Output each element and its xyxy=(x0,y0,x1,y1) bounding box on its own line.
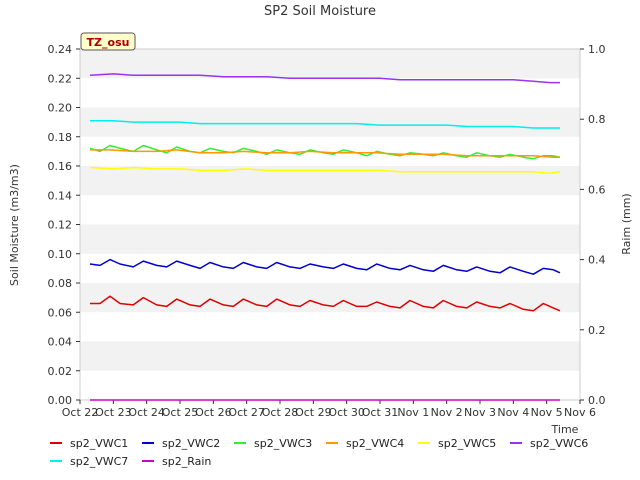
x-tick-label: Oct 27 xyxy=(228,406,265,419)
x-tick-label: Oct 25 xyxy=(162,406,199,419)
x-tick-label: Oct 24 xyxy=(128,406,165,419)
legend-swatch-sp2-vwc7 xyxy=(50,460,62,462)
legend: sp2_VWC1 sp2_VWC2 sp2_VWC3 sp2_VWC4 sp2_… xyxy=(50,434,630,470)
legend-row-1: sp2_VWC1 sp2_VWC2 sp2_VWC3 sp2_VWC4 sp2_… xyxy=(50,434,630,452)
x-tick-label: Nov 5 xyxy=(531,406,563,419)
y-tick-label: 0.06 xyxy=(48,306,73,319)
legend-item-sp2-vwc1: sp2_VWC1 xyxy=(50,434,128,452)
y2-tick-label: 0.6 xyxy=(588,183,606,196)
y2-tick-label: 0.4 xyxy=(588,254,606,267)
legend-swatch-sp2-vwc6 xyxy=(510,442,522,444)
y-tick-label: 0.18 xyxy=(48,131,73,144)
grid-band xyxy=(80,78,580,108)
y2-tick-label: 1.0 xyxy=(588,43,606,56)
legend-label-sp2-vwc3: sp2_VWC3 xyxy=(254,436,313,450)
legend-swatch-sp2-vwc5 xyxy=(418,442,430,444)
x-tick-label: Nov 4 xyxy=(497,406,529,419)
y2-tick-label: 0.8 xyxy=(588,113,606,126)
y-tick-label: 0.24 xyxy=(48,43,73,56)
y-tick-label: 0.14 xyxy=(48,189,73,202)
legend-row-2: sp2_VWC7 sp2_Rain xyxy=(50,452,630,470)
series-line-sp2-vwc6 xyxy=(89,73,560,84)
grid-band xyxy=(80,224,580,254)
legend-label-sp2-vwc6: sp2_VWC6 xyxy=(530,436,589,450)
x-tick-label: Oct 30 xyxy=(328,406,365,419)
y-tick-label: 0.20 xyxy=(48,102,73,115)
legend-swatch-sp2-vwc4 xyxy=(326,442,338,444)
legend-item-sp2-rain: sp2_Rain xyxy=(142,452,211,470)
chart-title: SP2 Soil Moisture xyxy=(264,4,376,19)
grid-band xyxy=(80,312,580,342)
x-tick-label: Nov 3 xyxy=(464,406,496,419)
legend-label-sp2-rain: sp2_Rain xyxy=(162,454,212,468)
legend-item-sp2-vwc7: sp2_VWC7 xyxy=(50,452,128,470)
grid-band xyxy=(80,49,580,79)
legend-label-sp2-vwc2: sp2_VWC2 xyxy=(162,436,221,450)
legend-swatch-sp2-vwc1 xyxy=(50,442,62,444)
y2-axis-label: Raim (mm) xyxy=(620,193,633,254)
grid-band xyxy=(80,283,580,313)
legend-swatch-sp2-vwc3 xyxy=(234,442,246,444)
x-tick-label: Oct 22 xyxy=(62,406,99,419)
x-tick-label: Oct 29 xyxy=(295,406,332,419)
x-tick-label: Nov 2 xyxy=(431,406,463,419)
x-tick-label: Oct 28 xyxy=(262,406,299,419)
grid-band xyxy=(80,195,580,225)
series-line-sp2-vwc2 xyxy=(89,258,561,275)
legend-label-sp2-vwc7: sp2_VWC7 xyxy=(70,454,129,468)
y-tick-label: 0.12 xyxy=(48,219,73,232)
series-line-sp2-vwc1 xyxy=(90,295,561,312)
y2-tick-label: 0.2 xyxy=(588,324,606,337)
legend-swatch-sp2-vwc2 xyxy=(142,442,154,444)
legend-label-sp2-vwc5: sp2_VWC5 xyxy=(438,436,497,450)
x-tick-label: Oct 31 xyxy=(362,406,399,419)
badge-label: TZ_osu xyxy=(87,36,130,49)
legend-label-sp2-vwc4: sp2_VWC4 xyxy=(346,436,405,450)
grid-band xyxy=(80,370,580,400)
y2-tick-label: 0.0 xyxy=(588,394,606,407)
badge-box xyxy=(80,32,136,51)
y-tick-label: 0.22 xyxy=(48,72,73,85)
y-tick-label: 0.16 xyxy=(48,160,73,173)
legend-item-sp2-vwc5: sp2_VWC5 xyxy=(418,434,496,452)
legend-item-sp2-vwc6: sp2_VWC6 xyxy=(510,434,588,452)
series-line-sp2-vwc4 xyxy=(90,149,560,158)
legend-item-sp2-vwc2: sp2_VWC2 xyxy=(142,434,220,452)
y-tick-label: 0.08 xyxy=(48,277,73,290)
x-tick-label: Oct 26 xyxy=(195,406,232,419)
y-tick-label: 0.10 xyxy=(48,248,73,261)
legend-item-sp2-vwc3: sp2_VWC3 xyxy=(234,434,312,452)
y-tick-label: 0.00 xyxy=(48,394,73,407)
legend-item-sp2-vwc4: sp2_VWC4 xyxy=(326,434,404,452)
series-line-sp2-vwc5 xyxy=(89,166,561,175)
x-tick-label: Nov 1 xyxy=(397,406,429,419)
legend-label-sp2-vwc1: sp2_VWC1 xyxy=(70,436,129,450)
grid-band xyxy=(80,341,580,371)
legend-swatch-sp2-rain xyxy=(142,460,154,462)
y-axis-label: Soil Moisture (m3/m3) xyxy=(8,164,21,286)
series-line-sp2-vwc7 xyxy=(90,119,560,129)
y-tick-label: 0.02 xyxy=(48,365,73,378)
y-tick-label: 0.04 xyxy=(48,336,73,349)
x-tick-label: Nov 6 xyxy=(564,406,596,419)
x-tick-label: Oct 23 xyxy=(95,406,132,419)
x-axis-label: Time xyxy=(551,423,579,436)
